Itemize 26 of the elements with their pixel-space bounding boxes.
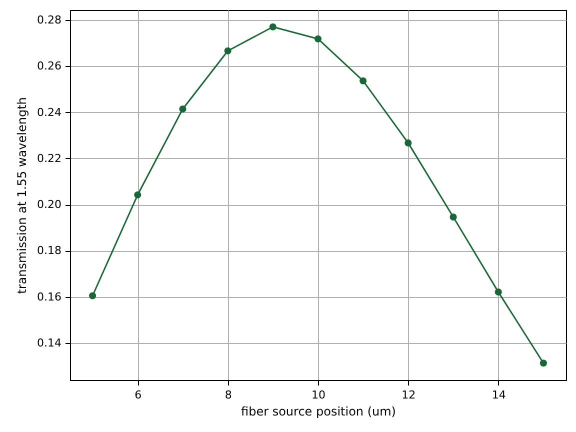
point bbox=[360, 77, 367, 84]
x-tick-label: 8 bbox=[224, 388, 232, 402]
point bbox=[269, 23, 276, 30]
x-tick-label: 12 bbox=[402, 388, 416, 402]
point bbox=[134, 191, 142, 198]
y-tick-label: 0.16 bbox=[37, 290, 62, 304]
point bbox=[450, 214, 457, 221]
point bbox=[224, 47, 232, 54]
y-tick-label: 0.20 bbox=[37, 198, 62, 212]
y-tick-label: 0.22 bbox=[37, 152, 62, 165]
y-tick-label: 0.24 bbox=[37, 106, 62, 119]
point bbox=[179, 105, 186, 113]
x-axis-title: fiber source position (um) bbox=[241, 404, 396, 418]
x-tick-label: 10 bbox=[312, 388, 326, 402]
point bbox=[404, 139, 412, 146]
point bbox=[494, 288, 502, 296]
y-tick-label: 0.18 bbox=[37, 244, 62, 258]
y-tick-label: 0.28 bbox=[37, 13, 62, 26]
point bbox=[540, 360, 547, 367]
point bbox=[89, 292, 96, 300]
point bbox=[314, 35, 322, 42]
y-axis-title: transmission at 1.55 wavelength bbox=[15, 97, 30, 294]
y-tick-label: 0.26 bbox=[37, 60, 62, 73]
x-tick-label: 6 bbox=[134, 388, 142, 402]
y-tick-label: 0.14 bbox=[37, 336, 62, 350]
x-tick-label: 14 bbox=[492, 388, 506, 402]
